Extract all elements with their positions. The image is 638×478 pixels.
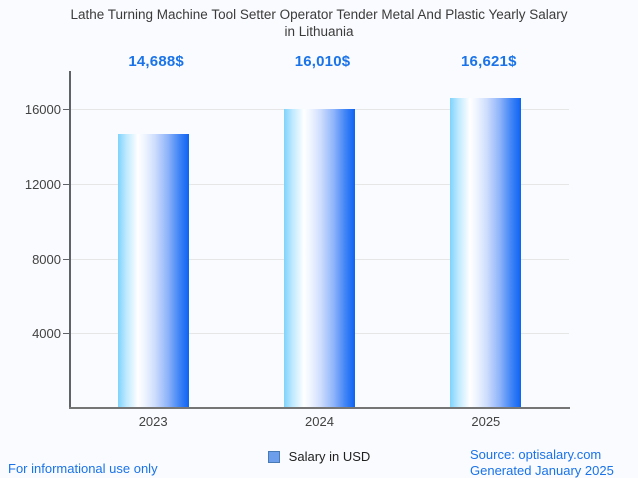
x-axis-label-2024: 2024 [305,414,334,429]
legend[interactable]: Salary in USD [0,449,638,464]
y-axis-tick [63,333,70,335]
generated-date: Generated January 2025 [470,462,614,478]
x-axis-line [69,407,570,409]
source-link[interactable]: Source: optisalary.com [470,447,602,462]
bar-2024[interactable] [284,109,355,408]
y-axis-tick [63,183,70,185]
value-label-2025: 16,621$ [461,53,517,70]
legend-marker-icon [267,450,280,463]
disclaimer-text: For informational use only [8,461,158,476]
y-axis-tick-label: 8000 [32,251,61,267]
bar-2025[interactable] [450,97,522,408]
chart-title-line2: in Lithuania [284,24,354,39]
chart-title: Lathe Turning Machine Tool Setter Operat… [0,6,638,40]
bar-2023[interactable] [117,133,189,408]
y-axis-tick [63,109,70,111]
y-axis-tick-label: 4000 [32,326,61,342]
legend-label: Salary in USD [288,449,371,464]
value-label-2024: 16,010$ [294,53,351,70]
source-block: Source: optisalary.com Generated January… [470,447,614,478]
y-axis-tick-label: 12000 [24,176,61,192]
x-axis-label-2025: 2025 [471,414,501,429]
value-label-2023: 14,688$ [128,53,184,70]
chart-title-line1: Lathe Turning Machine Tool Setter Operat… [70,7,568,22]
x-axis-label-2023: 2023 [138,414,168,429]
y-axis-tick-label: 16000 [24,102,61,118]
y-axis-tick [63,258,70,260]
y-axis-line [69,71,71,408]
